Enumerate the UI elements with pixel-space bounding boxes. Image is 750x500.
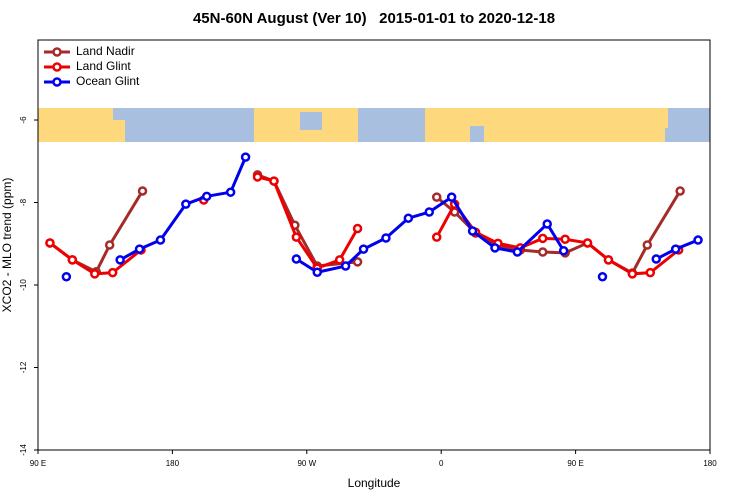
marker: [115, 255, 125, 265]
marker: [45, 238, 55, 248]
marker: [642, 240, 653, 250]
marker: [490, 243, 500, 253]
marker: [201, 191, 212, 202]
legend-label: Land Nadir: [76, 44, 135, 58]
y-tick-label: -8: [19, 198, 28, 206]
marker: [181, 199, 191, 209]
marker: [137, 186, 148, 196]
marker: [381, 233, 391, 243]
marker: [675, 186, 685, 196]
marker: [134, 244, 145, 254]
marker: [291, 254, 302, 264]
marker: [558, 246, 569, 256]
marker: [424, 207, 435, 217]
x-tick-label: 90 E: [567, 459, 583, 468]
map-strip: [38, 108, 710, 142]
x-tick-label: 180: [703, 459, 717, 468]
y-tick-label: -6: [19, 116, 28, 124]
marker: [651, 254, 661, 264]
marker: [67, 255, 78, 265]
marker: [352, 223, 363, 234]
marker: [89, 269, 100, 279]
marker: [107, 267, 118, 278]
marker: [670, 244, 681, 254]
marker: [512, 247, 523, 257]
legend-marker: [52, 77, 62, 87]
marker: [560, 234, 570, 244]
marker: [537, 233, 548, 244]
marker: [352, 257, 363, 267]
marker: [240, 152, 251, 162]
y-tick-label: -14: [19, 444, 28, 456]
legend-label: Ocean Glint: [76, 74, 140, 88]
x-tick-label: 90 W: [297, 459, 316, 468]
marker: [312, 267, 323, 277]
marker: [446, 192, 457, 202]
marker: [431, 192, 442, 202]
legend-marker: [52, 62, 62, 72]
marker: [334, 255, 345, 265]
marker: [155, 235, 166, 245]
chart-title: 45N-60N August (Ver 10) 2015-01-01 to 20…: [193, 10, 555, 27]
marker: [431, 232, 442, 242]
legend-label: Land Glint: [76, 59, 131, 73]
marker: [542, 219, 552, 229]
marker: [537, 247, 548, 257]
x-tick-label: 90 E: [30, 459, 46, 468]
marker: [403, 213, 414, 223]
marker: [104, 240, 115, 250]
marker: [627, 269, 638, 279]
marker: [597, 272, 608, 282]
marker: [358, 244, 369, 254]
marker: [645, 267, 656, 278]
marker: [269, 176, 279, 186]
y-axis-label: XCO2 - MLO trend (ppm): [0, 178, 14, 313]
marker: [61, 272, 72, 282]
marker: [252, 172, 263, 182]
x-axis-label: Longitude: [348, 476, 401, 490]
marker: [603, 255, 614, 265]
y-tick-label: -12: [19, 361, 28, 373]
marker: [340, 261, 351, 271]
x-tick-label: 180: [166, 459, 180, 468]
marker: [467, 226, 478, 236]
plot-frame: [37, 39, 711, 451]
legend-marker: [52, 47, 62, 57]
marker: [225, 187, 236, 197]
marker: [291, 232, 302, 242]
marker: [693, 235, 703, 245]
marker: [582, 238, 593, 248]
x-tick-label: 0: [439, 459, 444, 468]
y-tick-label: -10: [19, 279, 28, 291]
